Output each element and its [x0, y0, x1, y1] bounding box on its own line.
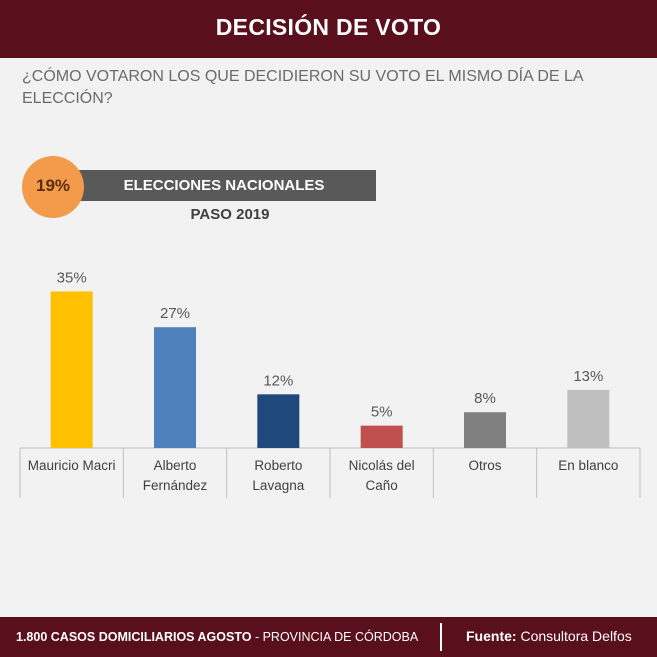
category-label: Mauricio Macri — [28, 458, 116, 473]
footer-divider — [440, 623, 442, 651]
bar-5 — [464, 412, 506, 448]
election-banner-label: ELECCIONES NACIONALES — [123, 177, 325, 194]
category-label: Nicolás del — [349, 458, 415, 473]
category-label: Lavagna — [252, 478, 304, 493]
question-text: ¿CÓMO VOTARON LOS QUE DECIDIERON SU VOTO… — [22, 68, 583, 107]
data-label: 35% — [57, 270, 87, 286]
election-sublabel: PASO 2019 — [190, 206, 270, 223]
page-title: DECISIÓN DE VOTO — [215, 14, 442, 40]
footer-source: Fuente: Consultora Delfos — [466, 628, 632, 644]
footer-cases: 1.800 CASOS DOMICILIARIOS AGOSTO - PROVI… — [16, 630, 418, 644]
percent-badge: 19% — [22, 156, 84, 218]
percent-badge-value: 19% — [35, 176, 71, 195]
footer-cases-text: CASOS DOMICILIARIOS AGOSTO — [50, 630, 252, 644]
footer-bar: 1.800 CASOS DOMICILIARIOS AGOSTO - PROVI… — [0, 617, 657, 657]
category-label: Alberto — [154, 458, 197, 473]
footer-source-value: Consultora Delfos — [516, 628, 632, 644]
data-label: 8% — [474, 390, 496, 407]
bar-6 — [567, 389, 610, 448]
category-label: Fernández — [143, 478, 208, 493]
bar-3 — [257, 394, 300, 448]
data-label: 12% — [263, 372, 293, 389]
footer-source-label: Fuente: — [466, 628, 517, 644]
data-label: 5% — [371, 404, 393, 421]
category-label: Caño — [366, 478, 398, 493]
election-banner: ELECCIONES NACIONALES — [72, 170, 376, 201]
footer-cases-count: 1.800 — [16, 630, 48, 644]
bar-chart: 35% Mauricio Macri 27% Alberto Fernández 12% R… — [19, 270, 641, 498]
data-label: 27% — [160, 305, 190, 322]
bar-1 — [50, 291, 93, 448]
category-label: Otros — [468, 458, 501, 473]
bar-4 — [360, 425, 403, 448]
header-banner: DECISIÓN DE VOTO — [0, 0, 657, 58]
category-label: En blanco — [558, 458, 618, 473]
data-label: 13% — [573, 368, 603, 385]
bar-2 — [154, 327, 196, 448]
category-label: Roberto — [254, 458, 302, 473]
footer-province: - PROVINCIA DE CÓRDOBA — [251, 630, 419, 644]
